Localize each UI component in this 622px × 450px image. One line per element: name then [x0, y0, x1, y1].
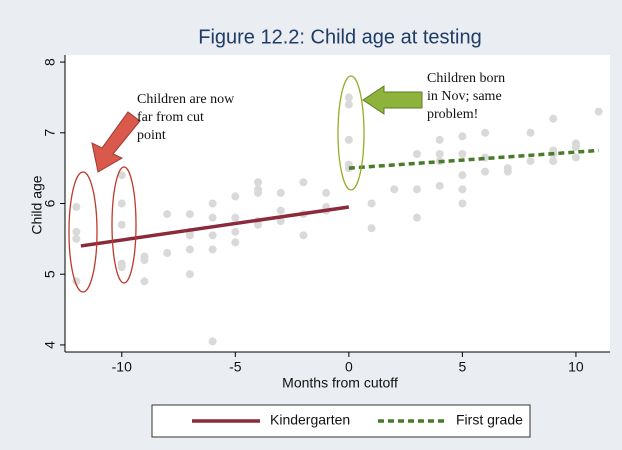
point [367, 224, 376, 233]
point [435, 150, 444, 158]
point [367, 199, 376, 208]
annotation: far from cut [137, 110, 204, 125]
point [458, 132, 467, 141]
y-tick-label: 6 [42, 199, 58, 207]
point [481, 167, 490, 176]
point [140, 256, 149, 265]
point [571, 153, 580, 162]
point [117, 220, 126, 229]
point [276, 217, 285, 226]
point [412, 150, 421, 158]
point [163, 249, 172, 257]
point [254, 178, 263, 187]
point [390, 185, 399, 194]
point [72, 234, 81, 243]
point [231, 238, 240, 247]
point [117, 263, 126, 272]
y-tick-label: 5 [42, 270, 58, 278]
point [72, 203, 81, 212]
point [140, 277, 149, 286]
fit-line [348, 148, 599, 170]
highlight-ellipse [111, 166, 137, 284]
point [503, 167, 512, 176]
point [299, 231, 308, 240]
marks [72, 93, 603, 346]
point [526, 157, 535, 166]
annotation: in Nov; same [427, 89, 502, 104]
point [254, 188, 263, 197]
point [117, 171, 126, 180]
fit-line [80, 205, 350, 248]
point [185, 245, 194, 254]
point [208, 231, 217, 240]
point [344, 100, 353, 109]
point [208, 245, 217, 254]
point [344, 93, 353, 102]
highlights [68, 75, 365, 293]
y-axis-label: Child age [29, 175, 45, 234]
legend-label: First grade [456, 412, 523, 428]
annotation: point [137, 128, 166, 143]
point [435, 181, 444, 190]
plot-area [65, 55, 610, 352]
point [231, 213, 240, 222]
point [72, 227, 81, 236]
x-tick-label: -5 [229, 359, 242, 375]
point [594, 107, 603, 116]
point [276, 206, 285, 215]
x-axis-label: Months from cutoff [282, 375, 398, 391]
point [435, 135, 444, 144]
point [185, 210, 194, 219]
point [412, 213, 421, 222]
point [208, 337, 217, 346]
x-tick-label: 5 [458, 359, 466, 375]
legend-label: Kindergarten [270, 412, 350, 428]
point [458, 171, 467, 180]
arrow [362, 85, 423, 115]
point [458, 185, 467, 194]
point [344, 135, 353, 144]
highlight-ellipse [68, 171, 98, 293]
point [231, 192, 240, 201]
x-tick-label: 10 [568, 359, 584, 375]
point [185, 270, 194, 279]
point [299, 178, 308, 187]
chart-title: Figure 12.2: Child age at testing [198, 26, 482, 48]
x-tick-label: 0 [345, 359, 353, 375]
arrow [91, 111, 141, 173]
point [276, 188, 285, 197]
point [117, 199, 126, 208]
point [322, 188, 331, 197]
point [458, 150, 467, 158]
y-tick-label: 4 [42, 341, 58, 349]
y-tick-label: 7 [42, 129, 58, 137]
point [549, 114, 558, 123]
annotation: problem! [427, 107, 478, 122]
point [208, 199, 217, 208]
point [163, 210, 172, 219]
point [412, 185, 421, 194]
point [458, 199, 467, 208]
point [208, 213, 217, 222]
point [481, 128, 490, 137]
point [549, 157, 558, 166]
point [526, 128, 535, 137]
x-tick-label: -10 [112, 359, 132, 375]
y-tick-label: 8 [42, 58, 58, 66]
annotation: Children are now [137, 92, 235, 107]
annotation: Children born [427, 71, 505, 86]
point [231, 227, 240, 236]
highlight-ellipse [337, 75, 365, 191]
point [571, 142, 580, 151]
